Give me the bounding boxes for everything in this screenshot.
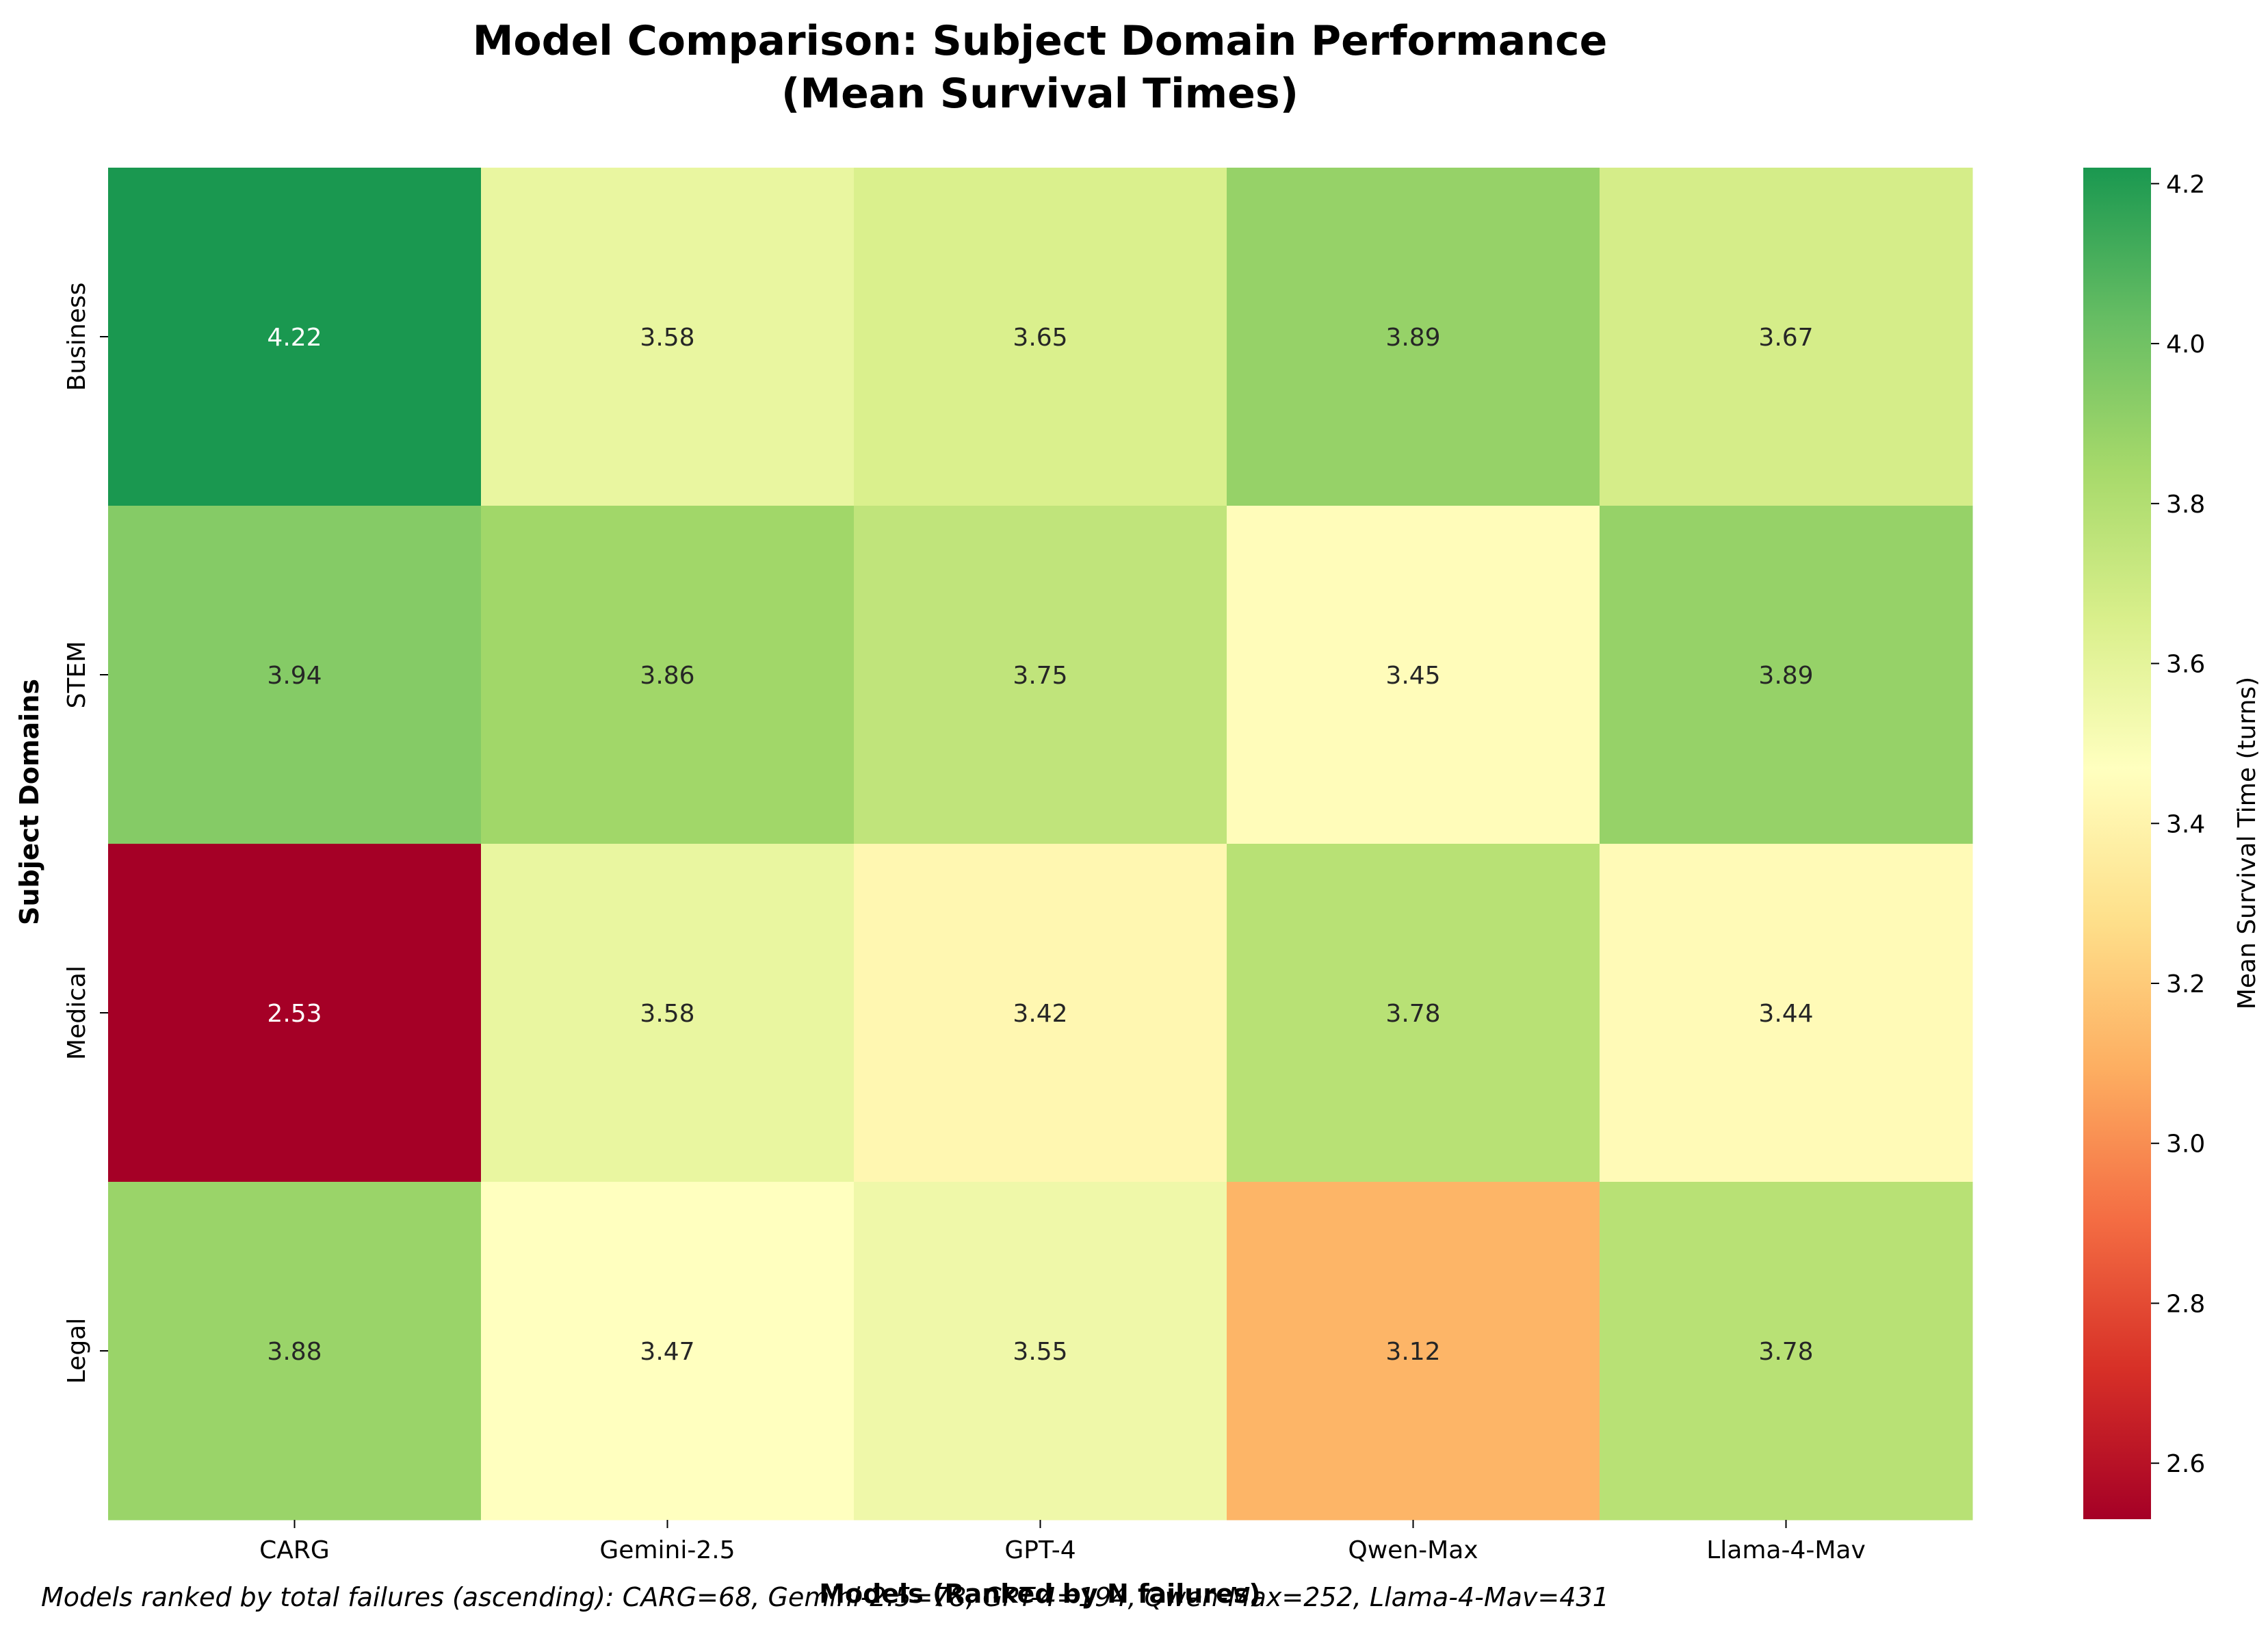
y-tick-label: STEM	[63, 641, 91, 709]
colorbar-tick-label: 3.2	[2166, 970, 2205, 998]
cell-value-label: 3.58	[640, 1000, 694, 1028]
heatmap-cell	[1227, 1182, 1600, 1521]
x-axis-label: Models (Ranked by N failures)	[819, 1579, 1261, 1609]
x-tick-label: Gemini-2.5	[599, 1536, 735, 1564]
cell-value-label: 3.75	[1013, 662, 1067, 690]
cell-value-label: 3.65	[1013, 324, 1067, 352]
heatmap-cell	[481, 1182, 855, 1521]
heatmap-cell	[854, 1182, 1227, 1521]
heatmap-cells: 4.22 3.58 3.65 3.89 3.67 3.94 3.86 3.75 3.45 3.89…	[108, 168, 1973, 1521]
x-tick-label: GPT-4	[1004, 1536, 1076, 1564]
y-tick-label: Legal	[63, 1318, 91, 1384]
colorbar-tick-label: 2.6	[2166, 1450, 2205, 1478]
cell-value-label: 3.45	[1385, 662, 1440, 690]
cell-value-label: 3.86	[640, 662, 694, 690]
heatmap-cell	[481, 506, 855, 844]
y-axis-label: Subject Domains	[14, 679, 44, 925]
heatmap-cell	[854, 506, 1227, 844]
x-tick-label: Qwen-Max	[1348, 1536, 1478, 1564]
heatmap-cell	[1600, 844, 1973, 1183]
x-tick-label: Llama-4-Mav	[1706, 1536, 1866, 1564]
cell-value-label: 4.22	[267, 324, 322, 352]
cell-value-label: 3.78	[1758, 1338, 1813, 1366]
colorbar-tick-label: 4.2	[2166, 170, 2205, 198]
heatmap-cell	[108, 168, 482, 506]
cell-value-label: 2.53	[267, 1000, 322, 1028]
y-tick-label: Business	[63, 283, 91, 391]
heatmap-cell	[1227, 506, 1600, 844]
cell-value-label: 3.89	[1758, 662, 1813, 690]
cell-value-label: 3.47	[640, 1338, 694, 1366]
chart-title: Model Comparison: Subject Domain Perform…	[473, 17, 1608, 65]
colorbar-label: Mean Survival Time (turns)	[2233, 677, 2261, 1009]
heatmap-cell	[108, 1182, 482, 1521]
chart-subtitle: (Mean Survival Times)	[781, 70, 1299, 118]
x-tick-label: CARG	[259, 1536, 330, 1564]
colorbar-tick-label: 3.6	[2166, 651, 2205, 679]
heatmap-cell	[1600, 1182, 1973, 1521]
heatmap-cell	[1227, 168, 1600, 506]
colorbar-ticks: 2.6 2.8 3.0 3.2 3.4 3.6 3.8 4.0 4.2	[2151, 170, 2205, 1478]
heatmap-cell	[854, 844, 1227, 1183]
y-axis-ticks: Business STEM Medical Legal	[63, 283, 108, 1384]
cell-value-label: 3.67	[1758, 324, 1813, 352]
heatmap-cell	[854, 168, 1227, 506]
colorbar-gradient	[2083, 168, 2151, 1519]
heatmap-cell	[108, 844, 482, 1183]
cell-value-label: 3.58	[640, 324, 694, 352]
colorbar-tick-label: 4.0	[2166, 331, 2205, 359]
cell-value-label: 3.88	[267, 1338, 322, 1366]
heatmap-cell	[1600, 506, 1973, 844]
footnote: Models ranked by total failures (ascendi…	[41, 1582, 1609, 1612]
x-axis-ticks: CARG Gemini-2.5 GPT-4 Qwen-Max Llama-4-Mav	[259, 1520, 1866, 1564]
colorbar-tick-label: 3.4	[2166, 810, 2205, 838]
colorbar-tick-label: 3.8	[2166, 491, 2205, 519]
heatmap-cell	[108, 506, 482, 844]
cell-value-label: 3.44	[1758, 1000, 1813, 1028]
colorbar-tick-label: 3.0	[2166, 1130, 2205, 1159]
cell-value-label: 3.78	[1385, 1000, 1440, 1028]
cell-value-label: 3.94	[267, 662, 322, 690]
heatmap-cell	[481, 168, 855, 506]
y-tick-label: Medical	[63, 966, 91, 1060]
heatmap-cell	[1227, 844, 1600, 1183]
cell-value-label: 3.55	[1013, 1338, 1067, 1366]
cell-value-label: 3.42	[1013, 1000, 1067, 1028]
colorbar: 2.6 2.8 3.0 3.2 3.4 3.6 3.8 4.0 4.2 Mean Surviva…	[2083, 168, 2261, 1519]
colorbar-tick-label: 2.8	[2166, 1290, 2205, 1318]
heatmap-cell	[481, 844, 855, 1183]
heatmap-cell	[1600, 168, 1973, 506]
cell-value-label: 3.12	[1385, 1338, 1440, 1366]
cell-value-label: 3.89	[1385, 324, 1440, 352]
